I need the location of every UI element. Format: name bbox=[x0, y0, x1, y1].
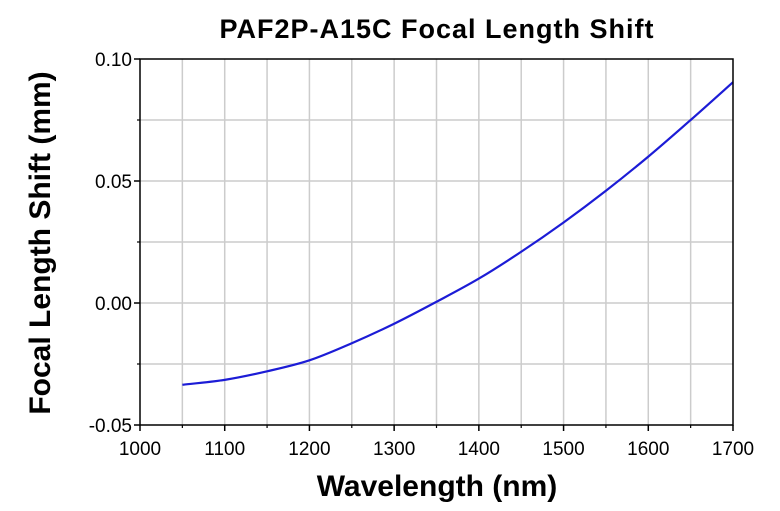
y-tick-label: -0.05 bbox=[89, 416, 132, 437]
chart-title: PAF2P-A15C Focal Length Shift bbox=[219, 14, 654, 44]
grid bbox=[140, 59, 733, 425]
x-tick-label: 1700 bbox=[712, 439, 754, 460]
x-tick-label: 1000 bbox=[119, 439, 161, 460]
x-tick-label: 1400 bbox=[458, 439, 500, 460]
x-tick-label: 1500 bbox=[542, 439, 584, 460]
x-tick-label: 1600 bbox=[627, 439, 669, 460]
x-tick-label: 1100 bbox=[204, 439, 245, 460]
y-axis: -0.05 0.00 0.05 0.10 bbox=[89, 50, 140, 437]
x-tick-label: 1200 bbox=[288, 439, 330, 460]
series-layer bbox=[182, 81, 734, 386]
y-tick-label: 0.00 bbox=[95, 294, 132, 315]
y-tick-label: 0.10 bbox=[95, 50, 132, 71]
x-tick-label: 1300 bbox=[373, 439, 415, 460]
x-axis: 1000 1100 1200 1300 1400 1500 1600 1700 bbox=[119, 425, 754, 460]
y-tick-label: 0.05 bbox=[95, 172, 132, 193]
x-axis-title: Wavelength (nm) bbox=[317, 470, 558, 503]
y-axis-title: Focal Length Shift (mm) bbox=[24, 71, 57, 414]
series-line bbox=[182, 81, 734, 386]
